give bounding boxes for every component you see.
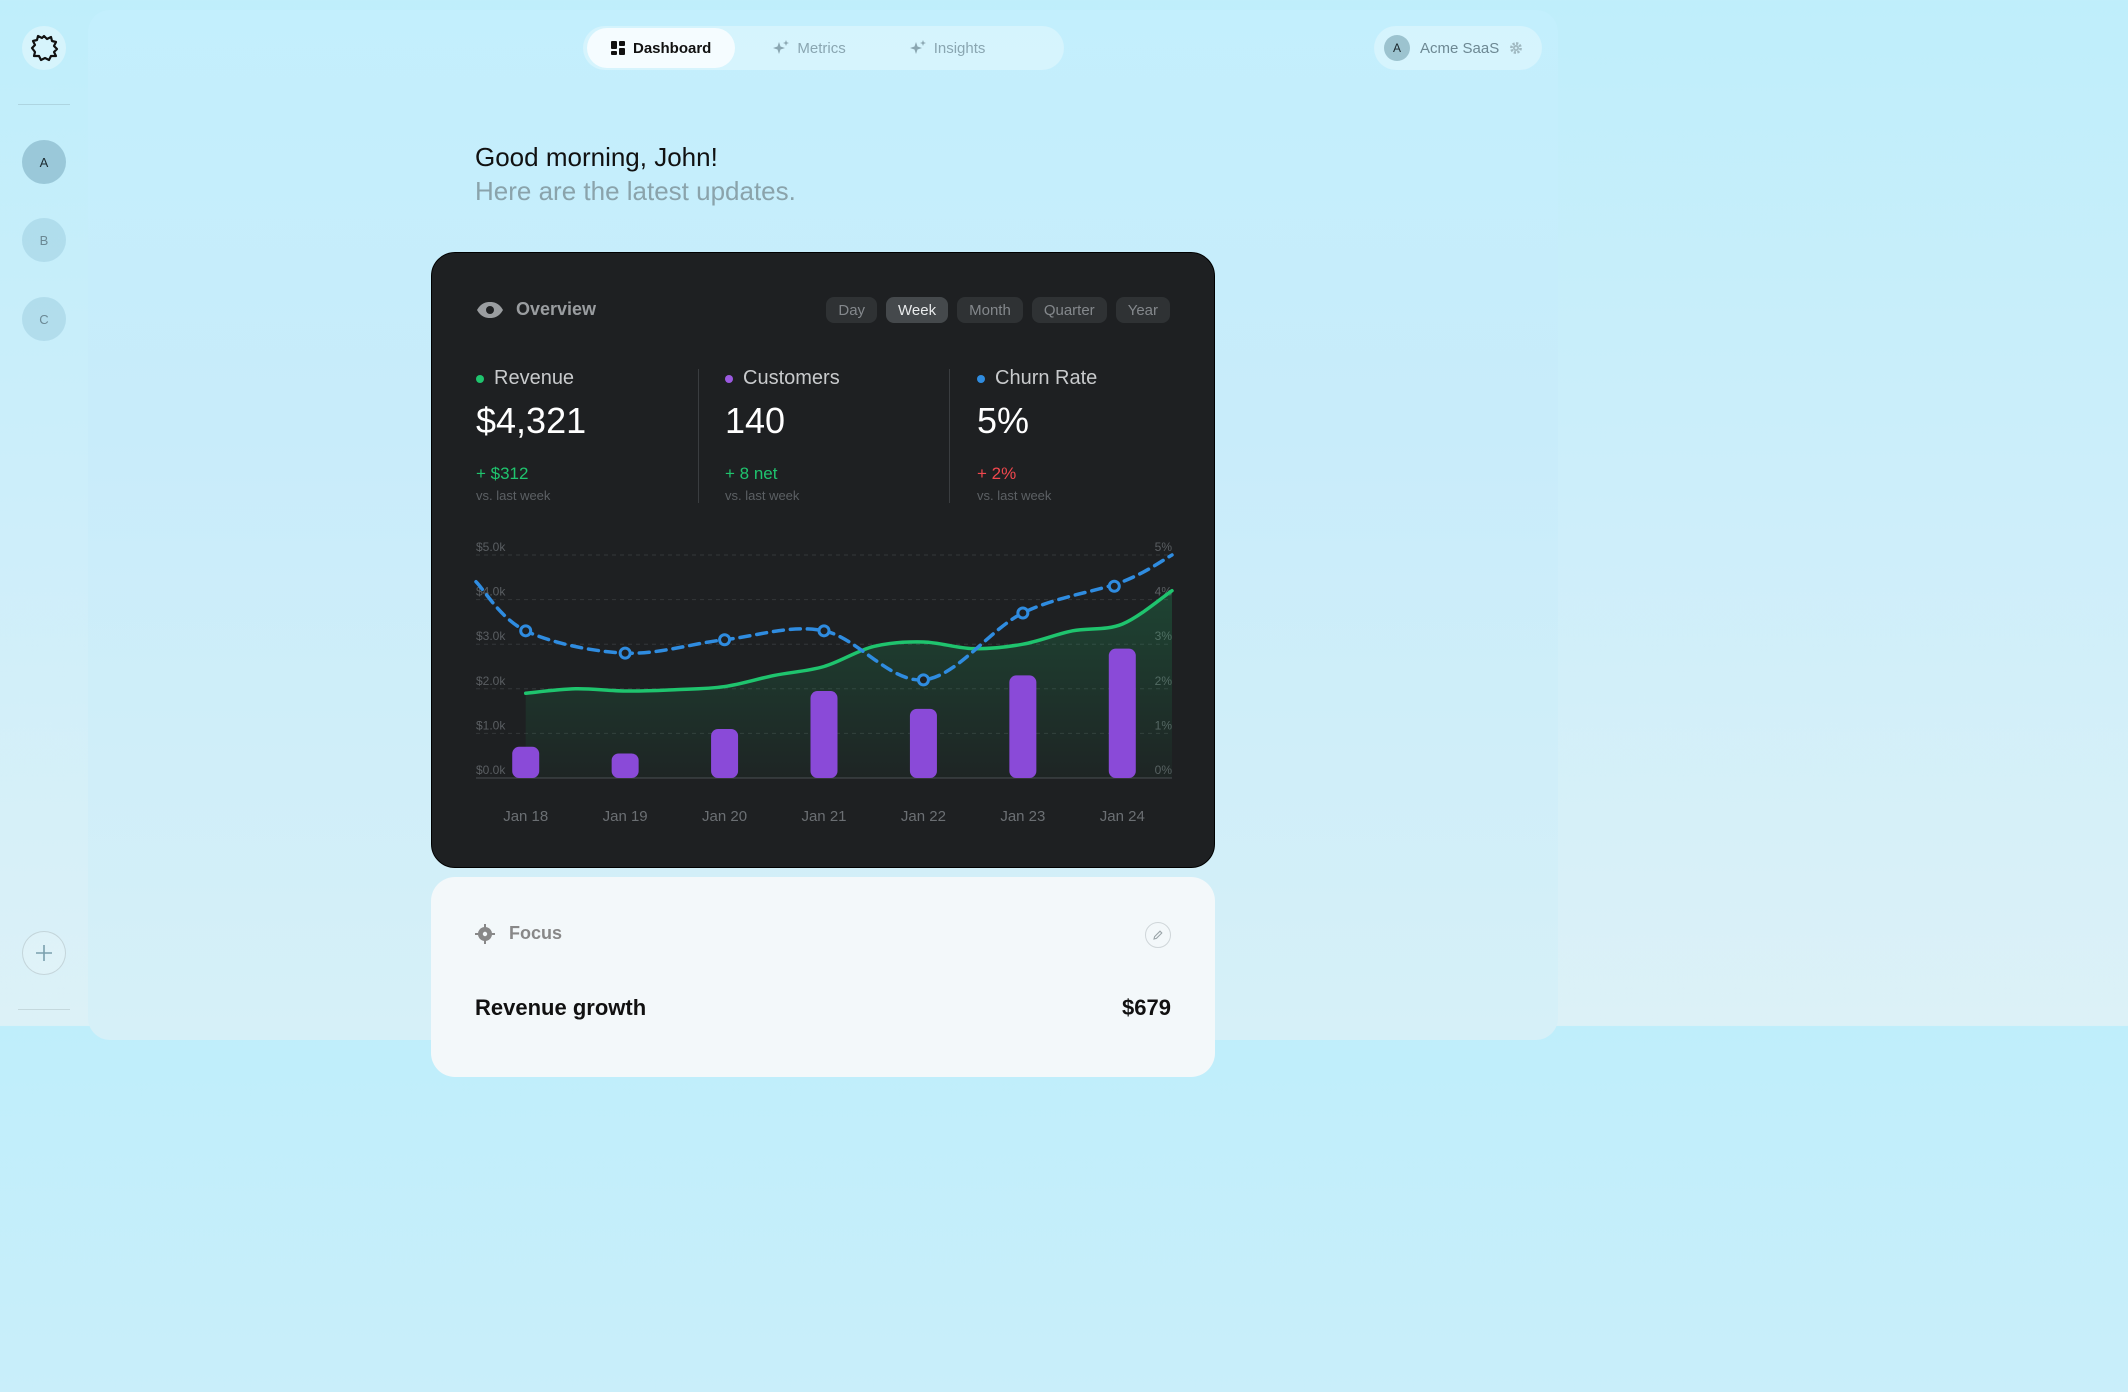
revenue-line: [523, 588, 1174, 696]
stat-label: Revenue: [494, 367, 575, 389]
add-workspace-button[interactable]: [22, 931, 66, 975]
left-axis-tick: $3.0k: [476, 629, 506, 643]
focus-metric-value: $679: [1122, 995, 1171, 1020]
left-axis-tick: $2.0k: [476, 674, 506, 688]
left-axis-tick: $5.0k: [476, 540, 506, 554]
churn-point: [817, 624, 831, 638]
focus-header: Focus: [475, 923, 562, 944]
stat-divider: [949, 369, 950, 503]
customers-bar: [909, 708, 937, 778]
x-axis-label: Jan 21: [801, 808, 846, 825]
stat-customers: Customers 140 + 8 net vs. last week: [725, 367, 945, 503]
greeting-title: Good morning, John!: [475, 142, 718, 172]
x-axis-label: Jan 23: [1000, 808, 1045, 825]
rail-divider-bottom: [18, 1009, 70, 1010]
tab-dashboard[interactable]: Dashboard: [587, 28, 736, 68]
dashboard-grid-icon: [611, 41, 625, 55]
range-week[interactable]: Week: [886, 297, 949, 323]
target-icon: [475, 923, 495, 944]
overview-header: Overview: [476, 299, 596, 320]
customers-dot: [725, 374, 733, 383]
right-axis-tick: 5%: [1155, 540, 1173, 554]
stat-value: 140: [725, 400, 786, 441]
range-day[interactable]: Day: [826, 297, 878, 323]
logo-badge-icon[interactable]: [22, 26, 66, 70]
stat-churn: Churn Rate 5% + 2% vs. last week: [977, 367, 1197, 503]
avatar: A: [1384, 35, 1410, 61]
stat-value: 5%: [977, 400, 1030, 441]
range-quarter[interactable]: Quarter: [1031, 297, 1107, 323]
churn-point: [519, 624, 533, 638]
customers-bar: [611, 753, 639, 778]
customers-bar: [810, 691, 838, 778]
stat-revenue: Revenue $4,321 + $312 vs. last week: [476, 367, 696, 503]
gear-icon[interactable]: [1509, 41, 1523, 55]
left-axis-tick: $0.0k: [476, 763, 506, 777]
customers-bar: [512, 746, 540, 778]
churn-dot: [977, 374, 985, 383]
stat-change: + 2%: [977, 464, 1017, 483]
stat-change: + $312: [476, 464, 529, 483]
stat-change: + 8 net: [725, 464, 778, 483]
range-year[interactable]: Year: [1115, 297, 1170, 323]
revenue-area: [525, 590, 1172, 778]
greeting: Good morning, John! Here are the latest …: [475, 140, 796, 208]
tab-insights[interactable]: Insights: [886, 28, 1010, 68]
tab-insights-label: Insights: [933, 39, 986, 57]
stat-compare: vs. last week: [476, 488, 551, 503]
x-axis-label: Jan 22: [901, 808, 946, 825]
workspace-c[interactable]: C: [22, 297, 66, 341]
account-switcher[interactable]: A Acme SaaS: [1374, 26, 1542, 70]
focus-metric-label: Revenue growth: [475, 995, 647, 1020]
x-axis-label: Jan 18: [503, 808, 548, 825]
churn-point: [718, 633, 732, 647]
workspace-a[interactable]: A: [22, 140, 66, 184]
x-axis-label: Jan 20: [702, 808, 747, 825]
range-month[interactable]: Month: [957, 297, 1023, 323]
revenue-dot: [476, 374, 484, 383]
workspace-rail: A B C: [0, 0, 88, 1026]
pencil-icon: [1153, 930, 1163, 940]
left-axis-tick: $1.0k: [476, 718, 506, 732]
sparkle-icon: [773, 40, 790, 54]
overview-card: Overview Day Week Month Quarter Year Rev…: [431, 252, 1215, 868]
x-axis-label: Jan 24: [1100, 808, 1145, 825]
customers-bar: [711, 728, 739, 778]
churn-point: [1107, 579, 1121, 593]
x-axis-label: Jan 19: [603, 808, 648, 825]
stat-compare: vs. last week: [725, 488, 800, 503]
overview-title: Overview: [516, 299, 597, 319]
top-tabs: Dashboard Metrics Insights: [583, 26, 1064, 70]
customers-bar: [1108, 648, 1136, 778]
greeting-subtitle: Here are the latest updates.: [475, 176, 796, 206]
tab-dashboard-label: Dashboard: [633, 39, 712, 57]
churn-point: [618, 646, 632, 660]
tab-metrics[interactable]: Metrics: [749, 28, 869, 68]
stat-compare: vs. last week: [977, 488, 1052, 503]
rail-divider: [18, 104, 70, 105]
account-name: Acme SaaS: [1420, 39, 1500, 57]
stat-label: Churn Rate: [995, 367, 1098, 389]
eye-icon: [477, 301, 503, 318]
sparkle-icon: [909, 40, 926, 54]
plus-icon: [36, 945, 52, 961]
range-selector: Day Week Month Quarter Year: [826, 297, 1170, 323]
focus-title: Focus: [509, 923, 563, 943]
customers-bar: [1009, 675, 1037, 778]
stat-divider: [698, 369, 699, 503]
edit-focus-button[interactable]: [1145, 922, 1171, 948]
focus-metric-row: Revenue growth $679: [475, 995, 1171, 1021]
stat-label: Customers: [743, 367, 840, 389]
tab-metrics-label: Metrics: [797, 39, 846, 57]
focus-card: Focus Revenue growth $679: [431, 877, 1215, 1077]
workspace-b[interactable]: B: [22, 218, 66, 262]
stat-value: $4,321: [476, 400, 587, 441]
churn-point: [916, 673, 930, 687]
churn-point: [1016, 606, 1030, 620]
overview-chart: $0.0k0%$1.0k1%$2.0k2%$3.0k3%$4.0k4%$5.0k…: [474, 540, 1174, 825]
